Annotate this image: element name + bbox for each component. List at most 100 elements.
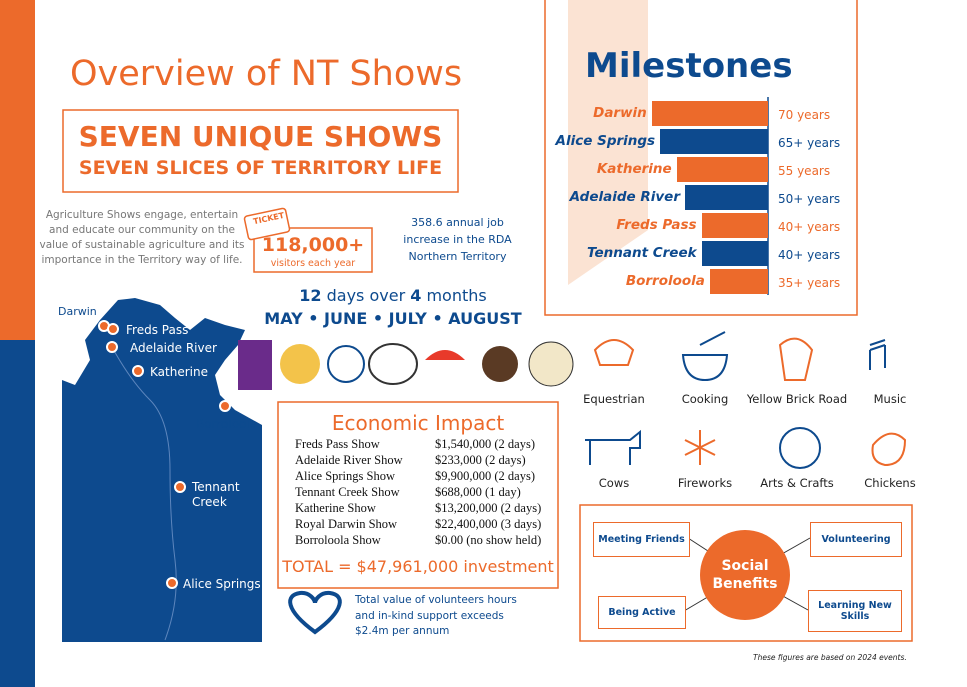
social-title: Social Benefits <box>712 558 778 592</box>
logo <box>482 346 518 382</box>
icon-arts <box>779 427 821 469</box>
footnote: These figures are based on 2024 events. <box>753 653 907 662</box>
milestone-name: Adelaide River <box>569 189 680 205</box>
row-value: $0.00 (no show held) <box>435 533 542 547</box>
headline-box <box>62 109 459 193</box>
row-value: $9,900,000 (2 days) <box>435 469 535 483</box>
headline: SEVEN SLICES OF TERRITORY LIFE <box>78 157 443 179</box>
nt-map <box>62 298 262 642</box>
milestone-bar <box>651 101 768 126</box>
activity-label: Equestrian <box>583 392 645 406</box>
milestones-title: Milestones <box>585 46 793 86</box>
milestone-label: 35+ years <box>778 276 841 290</box>
activity-label: Music <box>873 392 907 406</box>
days: 12 <box>299 286 322 305</box>
milestone-bar <box>676 157 768 182</box>
months-list: MAY • JUNE • JULY • AUGUST <box>264 309 522 328</box>
milestone-name: Freds Pass <box>616 217 697 233</box>
show-logos <box>238 340 574 390</box>
logo <box>327 345 365 383</box>
milestone-bar <box>709 269 768 294</box>
icon-road <box>778 337 814 381</box>
economic-box <box>277 401 559 589</box>
heart-icon <box>288 590 342 635</box>
economic-total: TOTAL = $47,961,000 investment <box>282 557 554 576</box>
activity-label: Chickens <box>864 476 916 490</box>
town-label: Katherine <box>150 365 208 379</box>
activity-label: Cows <box>598 476 630 490</box>
town-label: Freds Pass <box>126 323 189 337</box>
town-label: Darwin <box>58 305 97 318</box>
town-label: Adelaide River <box>130 341 217 355</box>
side-stripe <box>0 340 35 687</box>
town-dot <box>132 365 144 377</box>
town-dot <box>106 341 118 353</box>
schedule: 12 days over 4 months <box>258 286 528 305</box>
milestone-name: Darwin <box>593 105 647 121</box>
icon-fireworks <box>684 430 716 465</box>
social-box <box>579 504 913 642</box>
activity-label: Arts & Crafts <box>760 476 834 490</box>
logo <box>528 341 574 387</box>
social-circle <box>700 530 790 620</box>
row-label: Katherine Show <box>295 501 376 515</box>
social-item: Learning New Skills <box>808 590 902 632</box>
town-dot <box>219 400 231 412</box>
icon-cooking <box>681 331 729 382</box>
milestone-label: 65+ years <box>778 136 841 150</box>
economic-title: Economic Impact <box>331 411 505 435</box>
visitors-caption: visitors each year <box>270 258 356 269</box>
row-label: Adelaide River Show <box>295 453 403 467</box>
milestone-bar <box>660 129 768 154</box>
months-text: months <box>426 286 487 305</box>
page-title: Overview of NT Shows <box>70 54 463 94</box>
headline: SEVEN UNIQUE SHOWS <box>78 120 443 153</box>
row-label: Borroloola Show <box>295 533 381 547</box>
row-value: $13,200,000 (2 days) <box>435 501 542 515</box>
town-label: Tennant Creek <box>192 480 240 509</box>
icon-cows <box>585 429 641 465</box>
row-value: $1,540,000 (2 days) <box>435 437 535 451</box>
milestone-bar <box>685 185 768 210</box>
row-label: Alice Springs Show <box>295 469 395 483</box>
milestones-shade <box>568 0 648 285</box>
volunteers: Total value of volunteers hours and in-k… <box>355 594 517 637</box>
milestone-bar <box>701 213 768 238</box>
row-value: $22,400,000 (3 days) <box>435 517 542 531</box>
milestone-bar <box>701 241 768 266</box>
row-label: Freds Pass Show <box>295 437 380 451</box>
icon-equestrian <box>593 339 635 366</box>
town-dot <box>166 577 178 589</box>
logo <box>368 343 418 385</box>
milestones-box <box>544 0 858 316</box>
town-dot <box>174 481 186 493</box>
milestone-label: 70 years <box>778 108 831 122</box>
town-dot <box>107 323 119 335</box>
side-stripe <box>0 0 35 340</box>
row-label: Royal Darwin Show <box>295 517 398 531</box>
visitors-box <box>253 227 373 273</box>
town-dots <box>98 320 231 589</box>
activity-label: Cooking <box>681 392 729 406</box>
icon-music <box>869 339 886 370</box>
social-item: Meeting Friends <box>593 522 690 557</box>
town-label: Alice Springs <box>183 577 261 591</box>
jobs: 358.6 annual job increase in the RDA Nor… <box>403 216 512 263</box>
days-text: days over <box>326 286 406 305</box>
milestone-name: Tennant Creek <box>587 245 697 261</box>
milestone-label: 50+ years <box>778 192 841 206</box>
visitors-value: 118,000+ <box>261 234 365 256</box>
months: 4 <box>410 286 422 305</box>
row-value: $233,000 (2 days) <box>435 453 526 467</box>
milestone-name: Borroloola <box>625 273 705 289</box>
row-value: $688,000 (1 day) <box>435 485 521 499</box>
activity-label: Fireworks <box>677 476 733 490</box>
activity-icons <box>585 331 907 469</box>
milestone-name: Katherine <box>596 161 672 177</box>
logo <box>280 344 320 384</box>
milestone-name: Alice Springs <box>555 133 656 149</box>
social-item: Volunteering <box>810 522 902 557</box>
ticket-icon <box>243 207 291 241</box>
